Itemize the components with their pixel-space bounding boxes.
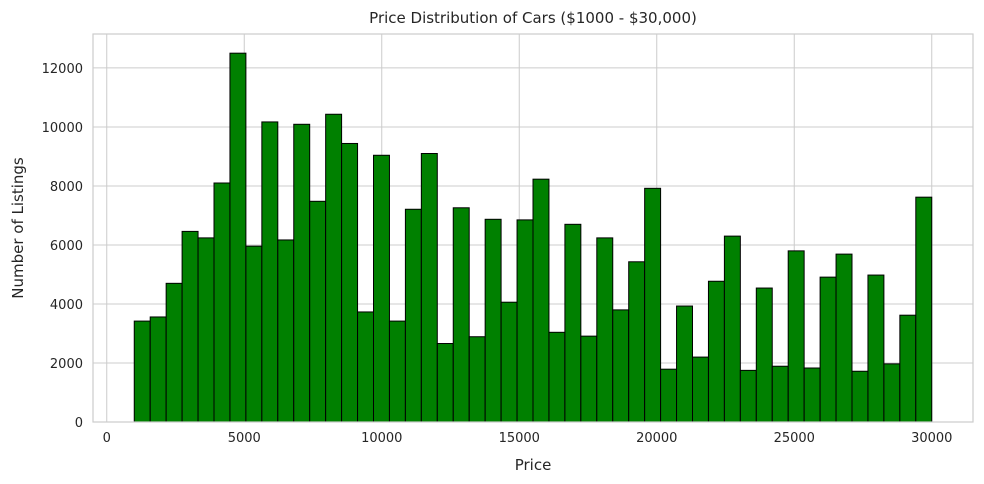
histogram-bar <box>181 230 199 423</box>
histogram-bar <box>165 282 183 423</box>
histogram-bar <box>484 218 502 423</box>
histogram-bar <box>373 154 390 423</box>
histogram-bar <box>835 253 853 423</box>
histogram-bar <box>213 182 231 423</box>
histogram-bar <box>707 280 725 423</box>
histogram-bar <box>596 237 614 423</box>
histogram-bar <box>755 287 773 423</box>
y-tick-label: 2000 <box>50 357 83 372</box>
y-tick-label: 12000 <box>42 62 83 77</box>
histogram-bar <box>644 187 662 423</box>
y-axis-label: Number of Listings <box>9 157 27 299</box>
y-tick-label: 4000 <box>50 298 83 313</box>
histogram-bar <box>229 52 247 423</box>
histogram-bar <box>612 309 630 423</box>
chart-title: Price Distribution of Cars ($1000 - $30,… <box>369 9 697 27</box>
histogram-bar <box>628 261 646 423</box>
x-tick-label: 5000 <box>228 431 261 446</box>
histogram-bar <box>468 336 486 423</box>
histogram-bar <box>293 123 311 423</box>
histogram-bar <box>548 331 566 423</box>
plot-frame <box>92 33 974 423</box>
histogram-bar <box>357 311 374 423</box>
histogram-bar <box>325 113 343 423</box>
histogram-bar <box>245 245 263 423</box>
histogram-bar <box>883 363 901 423</box>
x-tick-label: 30000 <box>911 431 952 446</box>
x-tick-labels: 0 5000 10000 15000 20000 25000 30000 <box>103 431 953 446</box>
histogram-bar <box>899 314 917 423</box>
x-tick-label: 20000 <box>636 431 677 446</box>
x-tick-label: 0 <box>103 431 111 446</box>
histogram-bar <box>277 239 295 423</box>
y-tick-label: 10000 <box>42 121 83 136</box>
x-tick-label: 25000 <box>774 431 815 446</box>
histogram-bar <box>388 320 406 423</box>
y-tick-labels: 0 2000 4000 6000 8000 10000 12000 <box>42 62 83 431</box>
histogram-bar <box>660 368 678 423</box>
histogram-bar <box>341 142 359 423</box>
histogram-bar <box>436 343 454 423</box>
histogram-bar <box>803 367 821 423</box>
x-tick-label: 15000 <box>499 431 540 446</box>
histogram-bar <box>787 250 805 423</box>
y-tick-label: 6000 <box>50 239 83 254</box>
histogram-bar <box>915 196 933 423</box>
histogram-bar <box>692 356 709 423</box>
histogram-bar <box>309 200 327 423</box>
histogram-bar <box>452 207 470 423</box>
histogram-bar <box>500 301 518 423</box>
histogram-bar <box>516 219 534 423</box>
histogram-bar <box>771 365 789 423</box>
x-tick-label: 10000 <box>361 431 402 446</box>
histogram-bars <box>133 52 933 423</box>
histogram-bar <box>197 237 215 423</box>
histogram-bar <box>404 208 422 423</box>
histogram-bar <box>739 369 757 423</box>
histogram-bar <box>723 235 741 423</box>
histogram-bar <box>133 320 151 423</box>
histogram-bar <box>532 178 550 423</box>
y-tick-label: 8000 <box>50 180 83 195</box>
histogram-bar <box>676 305 693 423</box>
x-axis-label: Price <box>515 456 552 474</box>
histogram-bar <box>580 335 598 423</box>
histogram-bar <box>819 276 837 423</box>
histogram-bar <box>261 121 279 423</box>
histogram-bar <box>867 274 885 423</box>
y-tick-label: 0 <box>75 416 83 431</box>
histogram-bar <box>149 316 167 423</box>
histogram-bar <box>420 152 438 423</box>
histogram-bar <box>851 370 869 423</box>
histogram-bar <box>564 223 582 423</box>
